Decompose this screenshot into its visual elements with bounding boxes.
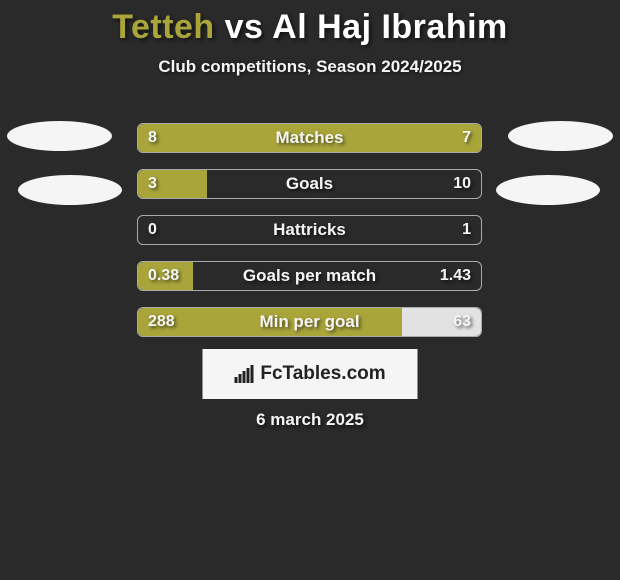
stat-value-right: 1 — [452, 216, 481, 244]
stat-value-right: 7 — [452, 124, 481, 152]
stat-value-right: 63 — [443, 308, 481, 336]
stat-value-right: 10 — [443, 170, 481, 198]
stat-value-left: 8 — [138, 124, 167, 152]
stat-value-right: 1.43 — [430, 262, 481, 290]
avatar-player-left-1 — [7, 121, 112, 151]
avatar-player-right-2 — [496, 175, 600, 205]
stat-label: Min per goal — [138, 308, 481, 336]
avatar-player-right-1 — [508, 121, 613, 151]
stat-row: Goals3 10 — [137, 169, 482, 199]
stat-value-left: 3 — [138, 170, 167, 198]
stat-row: Min per goal288 63 — [137, 307, 482, 337]
date-label: 6 march 2025 — [0, 410, 620, 430]
bar-chart-icon — [234, 365, 256, 383]
stat-row: Goals per match0.381.43 — [137, 261, 482, 291]
title-player-left: Tetteh — [112, 8, 214, 46]
brand-badge: FcTables.com — [203, 349, 418, 399]
stat-value-left: 0 — [138, 216, 167, 244]
stat-label: Hattricks — [138, 216, 481, 244]
stats-block: Matches87Goals310Hattricks01Goals per ma… — [137, 123, 482, 353]
stat-label: Goals — [138, 170, 481, 198]
comparison-card: Tetteh vs Al Haj Ibrahim Club competitio… — [0, 0, 620, 580]
stat-row: Matches8 7 — [137, 123, 482, 153]
brand-text: FcTables.com — [260, 363, 385, 385]
stat-value-left: 0.38 — [138, 262, 189, 290]
stat-row: Hattricks0 1 — [137, 215, 482, 245]
stat-label: Matches — [138, 124, 481, 152]
title-player-right: Al Haj Ibrahim — [272, 8, 508, 46]
page-title: Tetteh vs Al Haj Ibrahim — [0, 0, 620, 47]
avatar-player-left-2 — [18, 175, 122, 205]
subtitle: Club competitions, Season 2024/2025 — [0, 57, 620, 77]
title-vs: vs — [215, 8, 272, 46]
stat-value-left: 288 — [138, 308, 185, 336]
